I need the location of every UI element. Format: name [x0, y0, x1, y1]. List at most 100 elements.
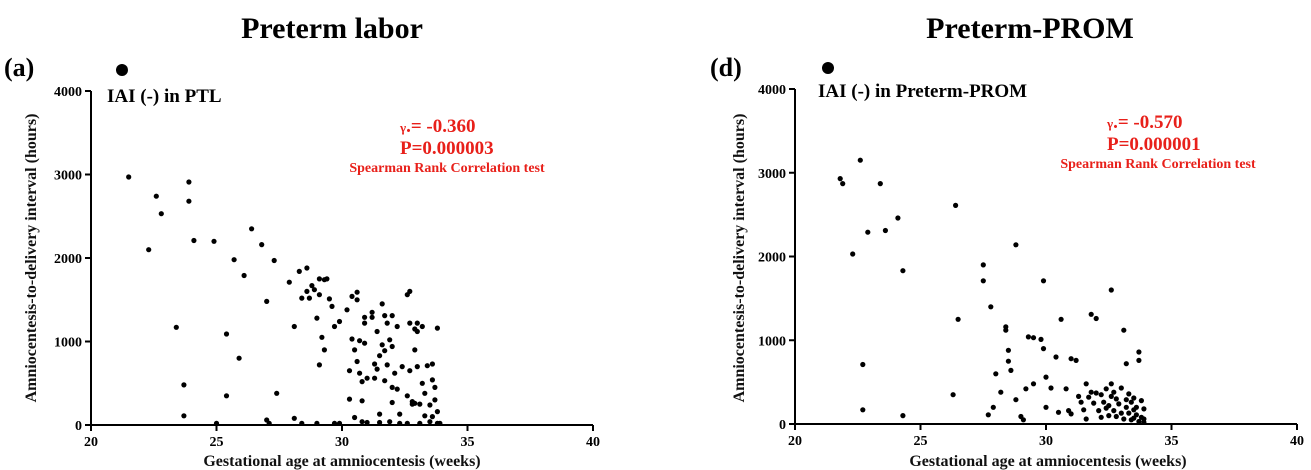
- data-point: [236, 355, 242, 361]
- data-point: [369, 314, 375, 320]
- data-point: [1106, 413, 1112, 419]
- data-point: [837, 176, 843, 182]
- data-point: [397, 411, 403, 417]
- data-point: [1038, 336, 1044, 342]
- data-point: [404, 420, 410, 426]
- x-tick-label-a: 25: [210, 435, 224, 450]
- y-tick-label-d: 3000: [758, 167, 786, 182]
- stat-r-a: γ.= -0.360: [399, 116, 476, 137]
- data-point: [387, 419, 393, 425]
- x-tick-label-d: 40: [1290, 434, 1304, 449]
- data-point: [324, 276, 330, 282]
- data-point: [407, 320, 413, 326]
- axes-d: 0 1000 2000 3000 4000 20 25 30 35 40: [758, 83, 1304, 449]
- stat-r-value-a: .= -0.360: [406, 116, 475, 137]
- data-point: [414, 328, 420, 335]
- data-point: [1020, 417, 1026, 423]
- data-point: [299, 420, 305, 426]
- data-point: [379, 342, 385, 348]
- stat-r-symbol-d: γ: [1106, 116, 1113, 131]
- data-point: [384, 362, 390, 368]
- data-point: [299, 295, 305, 301]
- data-point: [950, 392, 956, 398]
- data-point: [1088, 311, 1094, 317]
- data-point: [389, 384, 395, 390]
- y-tick-label-a: 4000: [54, 85, 82, 100]
- data-point: [344, 307, 350, 313]
- data-point: [191, 237, 197, 244]
- data-point: [357, 338, 363, 344]
- data-point: [336, 420, 343, 426]
- data-point: [372, 361, 378, 367]
- data-point: [399, 364, 405, 370]
- data-point: [266, 420, 272, 426]
- data-point: [314, 315, 320, 321]
- data-point: [379, 301, 385, 307]
- x-axis-label-a: Gestational age at amniocentesis (weeks): [203, 453, 480, 470]
- data-point: [359, 379, 365, 385]
- data-point: [1121, 327, 1127, 333]
- data-point: [1030, 381, 1037, 387]
- data-point: [264, 298, 270, 304]
- panel-label-d: (d): [710, 53, 742, 82]
- data-point: [186, 198, 192, 204]
- data-point: [316, 292, 322, 298]
- data-point: [213, 420, 220, 426]
- data-point: [1116, 401, 1122, 407]
- data-point: [1013, 242, 1019, 248]
- data-point: [1068, 356, 1074, 362]
- data-point: [359, 419, 365, 425]
- x-tick-label-d: 20: [788, 434, 802, 449]
- data-point: [321, 347, 327, 353]
- data-point: [311, 287, 317, 293]
- data-point: [377, 411, 383, 417]
- data-point: [1030, 335, 1037, 341]
- data-point: [1083, 381, 1089, 387]
- data-point: [434, 409, 440, 415]
- data-point: [271, 257, 277, 264]
- data-point: [153, 193, 159, 199]
- data-point: [389, 313, 395, 319]
- data-point: [1043, 404, 1049, 410]
- data-point: [259, 242, 265, 248]
- data-point: [331, 323, 338, 330]
- data-point: [840, 181, 846, 187]
- data-point: [146, 247, 152, 253]
- data-point: [1093, 390, 1099, 396]
- chart-title-d: Preterm-PROM: [926, 12, 1134, 45]
- data-point: [1123, 397, 1129, 403]
- data-point: [384, 320, 390, 326]
- data-point: [354, 358, 360, 365]
- data-point: [223, 393, 230, 399]
- y-tick-label-d: 0: [779, 418, 786, 433]
- data-point: [1023, 386, 1029, 392]
- data-point: [417, 401, 423, 407]
- data-points-d: [837, 157, 1147, 425]
- data-point: [1136, 357, 1142, 363]
- data-point: [1103, 386, 1109, 392]
- data-point: [434, 325, 440, 331]
- panel-label-a: (a): [4, 53, 34, 82]
- axes-a: 0 1000 2000 3000 4000 20 25 30 35 40: [54, 85, 600, 450]
- legend-marker-d: [822, 62, 834, 74]
- x-axis-label-d: Gestational age at amniocentesis (weeks): [909, 453, 1186, 470]
- data-point: [993, 371, 999, 377]
- y-tick-label-a: 3000: [54, 169, 82, 184]
- data-point: [158, 211, 164, 217]
- data-point: [427, 419, 433, 425]
- data-point: [1136, 349, 1142, 355]
- data-point: [357, 370, 363, 376]
- data-point: [369, 309, 375, 315]
- stat-p-d: P=0.000001: [1107, 134, 1201, 155]
- data-point: [377, 419, 383, 426]
- data-point: [980, 262, 986, 268]
- data-point: [362, 314, 368, 320]
- data-point: [374, 328, 380, 335]
- data-point: [429, 377, 435, 383]
- data-point: [1118, 385, 1124, 391]
- data-point: [900, 268, 906, 274]
- legend-marker-a: [116, 64, 128, 76]
- data-point: [1003, 327, 1009, 333]
- data-point: [1098, 414, 1104, 420]
- data-point: [990, 404, 996, 410]
